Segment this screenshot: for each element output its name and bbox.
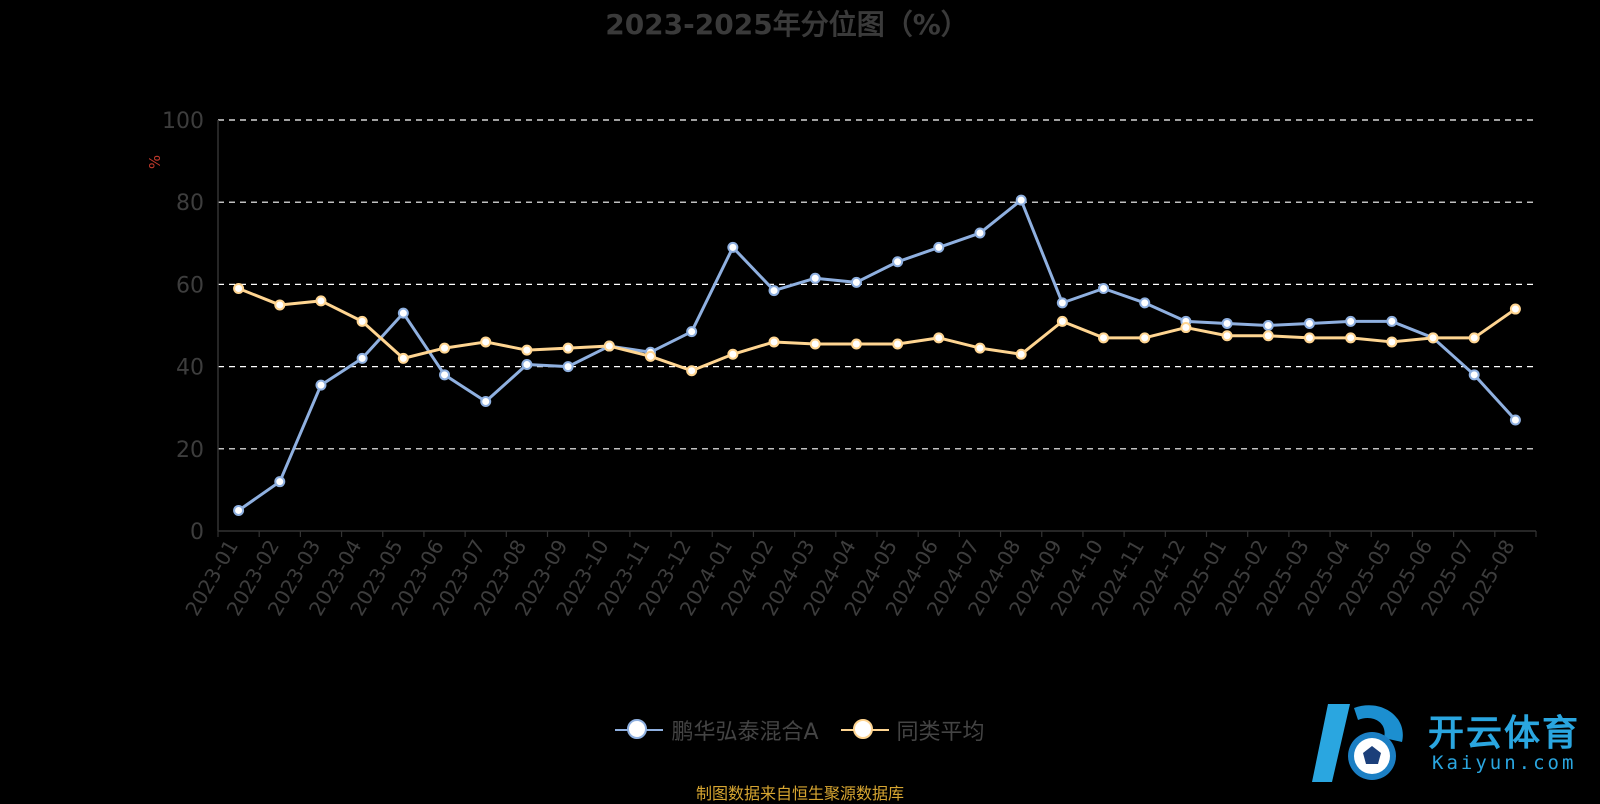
data-point[interactable] — [933, 241, 945, 253]
data-point[interactable] — [521, 359, 533, 371]
data-point[interactable] — [1262, 330, 1274, 342]
legend-label-peer-average: 同类平均 — [896, 720, 985, 745]
data-point[interactable] — [974, 342, 986, 354]
data-point[interactable] — [274, 299, 286, 311]
data-point[interactable] — [1139, 332, 1151, 344]
legend: 鹏华弘泰混合A 同类平均 — [0, 714, 1600, 746]
data-point[interactable] — [1180, 322, 1192, 334]
y-axis-label: % — [146, 155, 164, 169]
logo-domain: Kaiyun.com — [1432, 752, 1577, 774]
data-point[interactable] — [1015, 348, 1027, 360]
data-point[interactable] — [1015, 194, 1027, 206]
data-point[interactable] — [1303, 317, 1315, 329]
y-tick-label: 20 — [176, 438, 204, 463]
series-1 — [233, 283, 1521, 377]
data-point[interactable] — [521, 344, 533, 356]
series-group — [233, 194, 1521, 516]
data-point[interactable] — [1509, 414, 1521, 426]
series-line — [237, 198, 1517, 512]
data-point[interactable] — [850, 276, 862, 288]
data-point[interactable] — [1345, 332, 1357, 344]
data-point[interactable] — [397, 352, 409, 364]
data-point[interactable] — [768, 336, 780, 348]
series-0 — [233, 194, 1521, 516]
data-point[interactable] — [727, 241, 739, 253]
data-point[interactable] — [1303, 332, 1315, 344]
y-tick-label: 100 — [162, 109, 204, 134]
data-point[interactable] — [480, 396, 492, 408]
data-point[interactable] — [1139, 297, 1151, 309]
data-point[interactable] — [356, 315, 368, 327]
data-point[interactable] — [562, 361, 574, 373]
legend-label-fund: 鹏华弘泰混合A — [671, 720, 819, 745]
chart-title: 2023-2025年分位图（%） — [605, 8, 969, 41]
data-point[interactable] — [644, 350, 656, 362]
data-point[interactable] — [850, 338, 862, 350]
data-point[interactable] — [809, 272, 821, 284]
data-point[interactable] — [1386, 315, 1398, 327]
data-point[interactable] — [1468, 369, 1480, 381]
data-point[interactable] — [439, 342, 451, 354]
data-point[interactable] — [1056, 315, 1068, 327]
data-point[interactable] — [603, 340, 615, 352]
data-point[interactable] — [315, 295, 327, 307]
data-point[interactable] — [356, 352, 368, 364]
data-point[interactable] — [1221, 330, 1233, 342]
soccer-ball-icon — [1312, 704, 1403, 782]
data-point[interactable] — [686, 365, 698, 377]
series-line — [238, 287, 1517, 373]
grid-lines — [218, 119, 1536, 450]
data-point[interactable] — [1427, 332, 1439, 344]
y-tick-label: 0 — [190, 520, 204, 545]
watermark-logo: 开云体育 Kaiyun.com — [1310, 698, 1595, 788]
data-point[interactable] — [274, 476, 286, 488]
data-point[interactable] — [397, 307, 409, 319]
data-point[interactable] — [1509, 303, 1521, 315]
legend-marker-fund — [615, 718, 664, 742]
data-point[interactable] — [933, 332, 945, 344]
data-point[interactable] — [1098, 283, 1110, 295]
data-point[interactable] — [768, 285, 780, 297]
data-point[interactable] — [1056, 297, 1068, 309]
legend-marker-peer-average — [840, 718, 889, 742]
data-point[interactable] — [1468, 332, 1480, 344]
legend-item-peer-average[interactable]: 同类平均 — [840, 714, 985, 746]
data-source-note: 制图数据来自恒生聚源数据库 — [695, 784, 904, 803]
y-tick-label: 60 — [176, 273, 204, 298]
data-point[interactable] — [562, 342, 574, 354]
data-point[interactable] — [233, 283, 245, 295]
data-point[interactable] — [1221, 317, 1233, 329]
data-point[interactable] — [892, 338, 904, 350]
axes: 0204060801002023-012023-022023-032023-04… — [162, 109, 1537, 620]
legend-item-fund[interactable]: 鹏华弘泰混合A — [615, 714, 819, 746]
data-point[interactable] — [1262, 320, 1274, 331]
data-point[interactable] — [809, 338, 821, 350]
data-point[interactable] — [1098, 332, 1110, 344]
data-point[interactable] — [480, 336, 492, 348]
y-tick-label: 40 — [176, 356, 204, 381]
data-point[interactable] — [727, 348, 739, 360]
data-point[interactable] — [974, 227, 986, 239]
data-point[interactable] — [1386, 336, 1398, 348]
data-point[interactable] — [315, 379, 327, 391]
logo-name: 开云体育 — [1428, 713, 1581, 754]
data-point[interactable] — [686, 326, 698, 338]
data-point[interactable] — [1345, 315, 1357, 327]
data-point[interactable] — [233, 504, 245, 516]
y-tick-label: 80 — [176, 191, 204, 216]
data-point[interactable] — [439, 369, 451, 381]
data-point[interactable] — [892, 256, 904, 268]
